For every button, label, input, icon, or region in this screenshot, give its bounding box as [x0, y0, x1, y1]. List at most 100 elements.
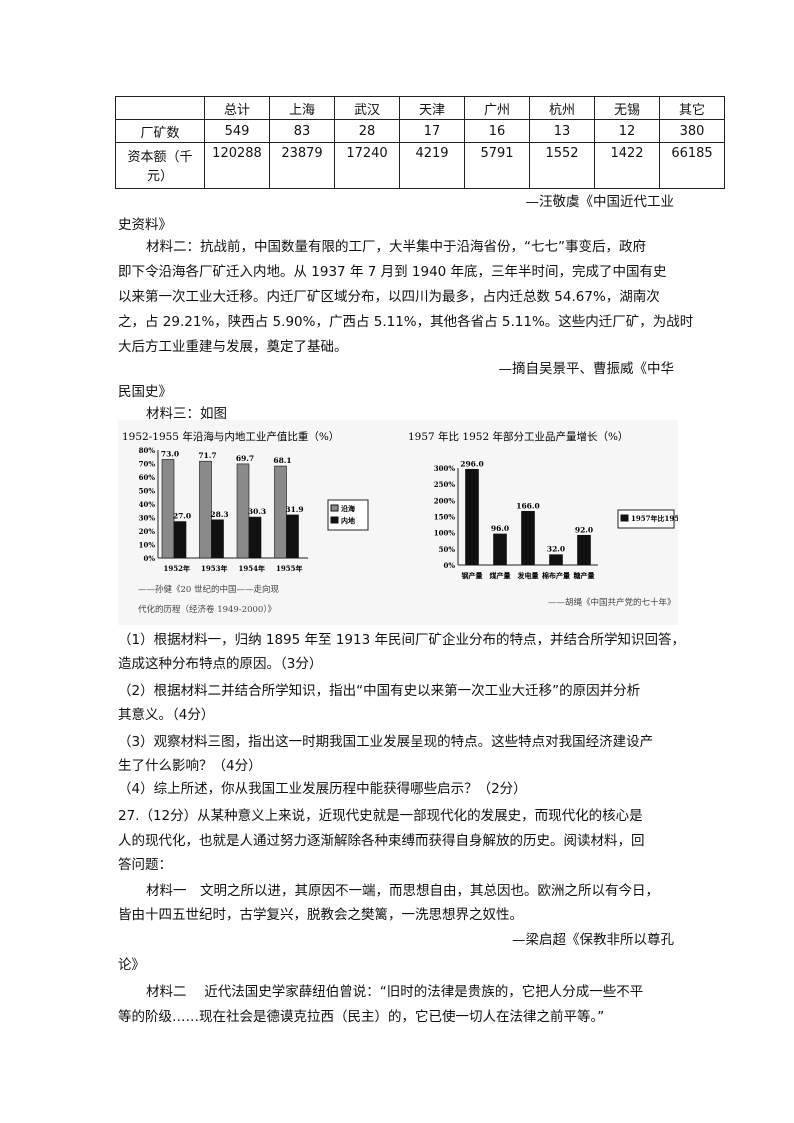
- chart-coastal-inland: 1952-1955 年沿海与内地工业产值比重（%） 0% 10% 20% 30% 40% 5…: [118, 420, 398, 625]
- x-tick-label: 棉布产量: [542, 571, 570, 580]
- bar: [236, 463, 250, 559]
- data-label: 69.7: [236, 454, 254, 463]
- table-cell: [115, 96, 205, 120]
- chart-source: 代化的历程（经济卷 1949-2000）》: [138, 604, 276, 615]
- text-line: 论》: [118, 957, 145, 973]
- text-line: 大后方工业重建与发展，奠定了基础。: [118, 339, 348, 355]
- bar: [274, 465, 287, 559]
- y-tick-label: 100%: [434, 529, 456, 538]
- table-cell: 武汉: [334, 96, 400, 120]
- x-tick-label: 1952年: [164, 564, 190, 573]
- y-tick-label: 0%: [443, 561, 455, 570]
- text-line: 其意义。（4分）: [118, 707, 215, 723]
- text-line: 民国史》: [118, 384, 172, 400]
- text-line: —摘自吴景平、曹振威《中华: [498, 361, 675, 377]
- bar: [173, 521, 187, 559]
- table-cell: 5791: [464, 142, 530, 189]
- table-row: 总计 上海 武汉 天津 广州 杭州 无锡 其它: [115, 96, 725, 120]
- legend-box: [617, 509, 675, 529]
- table-cell: 天津: [399, 96, 465, 120]
- data-label: 32.0: [547, 545, 565, 554]
- legend-swatch: [620, 514, 629, 522]
- table-cell: 66185: [659, 142, 725, 189]
- text-line: 即下令沿海各厂矿迁入内地。从 1937 年 7 月到 1940 年底，三年半时间…: [118, 264, 667, 280]
- data-label: 296.0: [460, 459, 484, 468]
- table-cell: 1422: [594, 142, 660, 189]
- data-label: 73.0: [161, 449, 179, 458]
- table-row: 厂矿数 549 83 28 17 16 13 12 380: [115, 119, 725, 143]
- table-cell: 83: [269, 119, 335, 143]
- chart-product-growth: 1957 年比 1952 年部分工业品产量增长（%） 0% 50% 100% 150% 2…: [398, 420, 678, 625]
- legend-swatch: [330, 504, 339, 512]
- table-cell: 厂矿数: [115, 119, 205, 143]
- x-tick-label: 发电量: [517, 571, 539, 580]
- table-cell: 23879: [269, 142, 335, 189]
- table-cell: 16: [464, 119, 530, 143]
- data-label: 71.7: [198, 451, 216, 460]
- text-line: （4）综上所述，你从我国工业发展历程中能获得哪些启示？（2分）: [118, 781, 527, 797]
- y-tick-label: 10%: [139, 541, 156, 550]
- y-tick-label: 150%: [434, 513, 456, 522]
- text-line: 人的现代化，也就是人通过努力逐渐解除各种束缚而获得自身解放的历史。阅读材料，回: [118, 833, 645, 849]
- legend-label: 内地: [341, 516, 355, 525]
- table-cell: 杭州: [529, 96, 595, 120]
- text-line: （1）根据材料一，归纳 1895 年至 1913 年民间厂矿企业分布的特点，并结…: [118, 632, 685, 648]
- text-line: （3）观察材料三图，指出这一时期我国工业发展呈现的特点。这些特点对我国经济建设产: [118, 734, 654, 750]
- table-cell: 广州: [464, 96, 530, 120]
- text-line: 皆由十四五世纪时，古学复兴，脱教会之樊篱，一洗思想界之奴性。: [118, 907, 523, 923]
- y-tick-label: 30%: [139, 514, 156, 523]
- x-tick-label: 1954年: [239, 564, 265, 573]
- table-cell: 1552: [529, 142, 595, 189]
- text-line: 之，占 29.21%，陕西占 5.90%，广西占 5.11%，其他各省占 5.1…: [118, 314, 694, 330]
- text-line: 等的阶级……现在社会是德谟克拉西（民主）的，它已使一切人在法律之前平等。”: [118, 1009, 605, 1025]
- bar: [248, 516, 262, 559]
- bar: [577, 534, 591, 566]
- bar: [199, 460, 212, 559]
- data-label: 96.0: [491, 524, 509, 533]
- bar: [549, 554, 563, 566]
- text-line: 材料一 文明之所以进，其原因不一端，而思想自由，其总因也。欧洲之所以有今日，: [146, 883, 659, 899]
- text-line: 27.（12分）从某种意义上来说，近现代史就是一部现代化的发展史，而现代化的核心…: [118, 808, 643, 824]
- x-tick-label: 糖产量: [574, 571, 595, 580]
- x-tick-label: 1955年: [276, 564, 302, 573]
- data-label: 92.0: [575, 525, 593, 534]
- chart-source: ——胡绳《中国共产党的七十年》: [548, 597, 676, 608]
- table-cell: 上海: [269, 96, 335, 120]
- table-cell: 120288: [204, 142, 270, 189]
- text-line: —汪敬虞《中国近代工业: [525, 194, 675, 210]
- table-cell: 其它: [659, 96, 725, 120]
- data-label: 28.3: [210, 510, 228, 519]
- legend-label: 沿海: [341, 504, 355, 513]
- table-cell: 资本额（千元）: [115, 142, 205, 189]
- y-tick-label: 250%: [434, 480, 456, 489]
- data-label: 166.0: [516, 501, 540, 510]
- y-tick-label: 50%: [139, 487, 156, 496]
- text-line: 材料三：如图: [146, 406, 227, 422]
- bar: [161, 459, 175, 559]
- bar: [211, 519, 224, 559]
- table-cell: 17: [399, 119, 465, 143]
- x-tick-label: 钢产量: [462, 571, 483, 580]
- text-line: 史资料》: [118, 217, 172, 233]
- data-label: 27.0: [173, 512, 191, 521]
- text-line: 答问题：: [118, 857, 172, 873]
- x-tick-label: 1953年: [201, 564, 227, 573]
- legend-label: 1957年比1952年增长: [631, 514, 678, 523]
- y-tick-label: 60%: [139, 473, 156, 482]
- y-tick-label: 0%: [143, 554, 155, 563]
- table-cell: 380: [659, 119, 725, 143]
- table-cell: 549: [204, 119, 270, 143]
- table-cell: 28: [334, 119, 400, 143]
- x-tick-label: 煤产量: [490, 571, 511, 580]
- bar: [465, 468, 479, 566]
- table-cell: 12: [594, 119, 660, 143]
- data-label: 68.1: [273, 456, 291, 465]
- factory-table: 总计 上海 武汉 天津 广州 杭州 无锡 其它 厂矿数 549 83 28 17 16 13 12 380 资本额…: [115, 96, 725, 189]
- y-tick-label: 70%: [139, 460, 156, 469]
- table-cell: 17240: [334, 142, 400, 189]
- text-line: 以来第一次工业大迁移。内迁厂矿区域分布，以四川为最多，占内迁总数 54.67%，…: [118, 289, 660, 305]
- text-line: 材料二：抗战前，中国数量有限的工厂，大半集中于沿海省份，“七七”事变后，政府: [146, 239, 646, 255]
- text-line: 生了什么影响？（4分）: [118, 758, 262, 774]
- text-line: —梁启超《保教非所以尊孔: [512, 932, 674, 948]
